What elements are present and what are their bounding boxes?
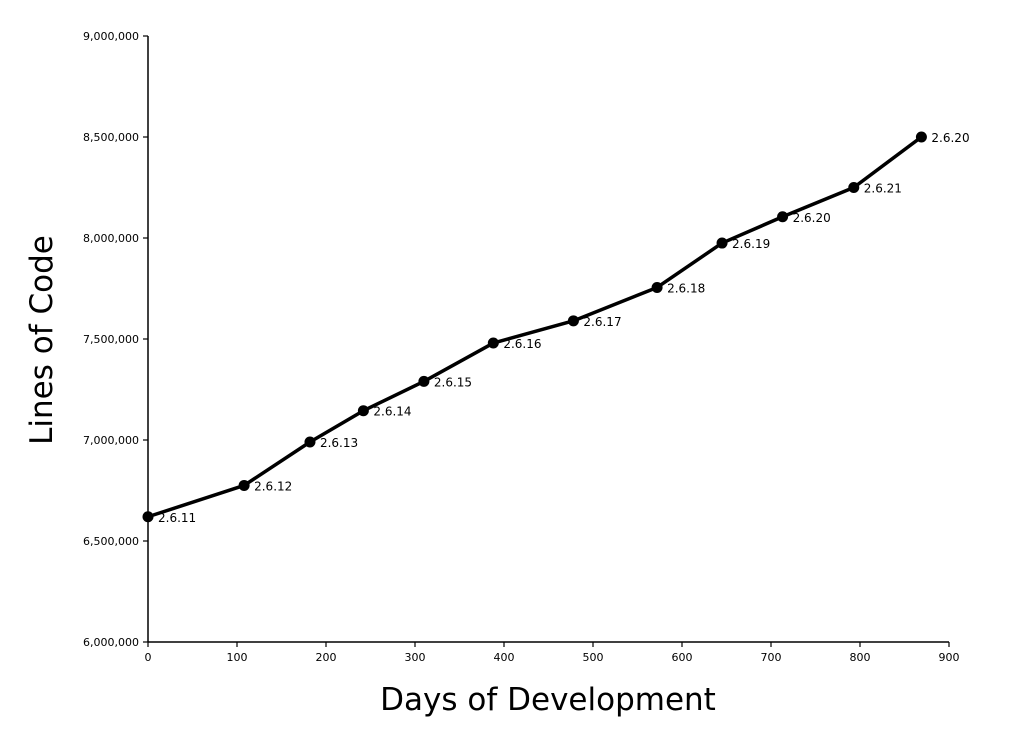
x-tick-label: 900 bbox=[939, 651, 960, 664]
data-point bbox=[651, 281, 663, 293]
y-tick-label: 7,500,000 bbox=[83, 333, 139, 346]
data-point-label: 2.6.17 bbox=[583, 315, 621, 329]
x-tick-label: 200 bbox=[316, 651, 337, 664]
data-point-label: 2.6.15 bbox=[434, 375, 472, 389]
y-tick-label: 8,000,000 bbox=[83, 232, 139, 245]
x-tick-label: 800 bbox=[850, 651, 871, 664]
x-tick-label: 0 bbox=[145, 651, 152, 664]
data-point bbox=[357, 405, 369, 417]
data-point bbox=[848, 182, 860, 193]
y-tick-label: 7,000,000 bbox=[83, 434, 139, 447]
data-point-label: 2.6.20 bbox=[793, 211, 831, 225]
data-point bbox=[487, 337, 499, 349]
x-tick-label: 100 bbox=[227, 651, 248, 664]
data-point-label: 2.6.18 bbox=[667, 281, 705, 295]
x-axis: 0 100 200 300 400 500 600 700 800 900 bbox=[145, 641, 960, 664]
data-point-label: 2.6.16 bbox=[503, 337, 541, 351]
data-point bbox=[238, 479, 250, 491]
data-point-label: 2.6.20 bbox=[931, 131, 969, 145]
data-point-label: 2.6.13 bbox=[320, 436, 358, 450]
x-tick-label: 400 bbox=[494, 651, 515, 664]
data-point-label: 2.6.11 bbox=[158, 511, 196, 525]
data-point bbox=[716, 237, 728, 249]
y-tick-label: 9,000,000 bbox=[83, 30, 139, 43]
x-tick-label: 700 bbox=[761, 651, 782, 664]
data-point-label: 2.6.14 bbox=[373, 405, 411, 419]
y-tick-label: 8,500,000 bbox=[83, 131, 139, 144]
data-point-label: 2.6.21 bbox=[864, 182, 902, 196]
x-tick-label: 300 bbox=[405, 651, 426, 664]
data-point bbox=[304, 436, 316, 448]
data-point-label: 2.6.12 bbox=[254, 479, 292, 493]
series-group: 2.6.11 2.6.12 2.6.13 2.6.14 2.6.15 2.6.16 2.6.… bbox=[142, 131, 970, 525]
data-point bbox=[142, 511, 154, 523]
y-axis: 6,000,000 6,500,000 7,000,000 7,500,000 8,00… bbox=[83, 30, 149, 649]
data-point bbox=[777, 211, 789, 223]
x-axis-title: Days of Development bbox=[380, 682, 716, 718]
y-tick-label: 6,500,000 bbox=[83, 535, 139, 548]
data-point bbox=[915, 131, 927, 143]
data-point-label: 2.6.19 bbox=[732, 237, 770, 251]
series-line bbox=[146, 135, 924, 519]
x-tick-label: 600 bbox=[672, 651, 693, 664]
data-point bbox=[418, 375, 430, 387]
data-point bbox=[567, 315, 579, 327]
y-axis-title: Lines of Code bbox=[24, 235, 60, 445]
y-tick-label: 6,000,000 bbox=[83, 636, 139, 649]
x-tick-label: 500 bbox=[583, 651, 604, 664]
